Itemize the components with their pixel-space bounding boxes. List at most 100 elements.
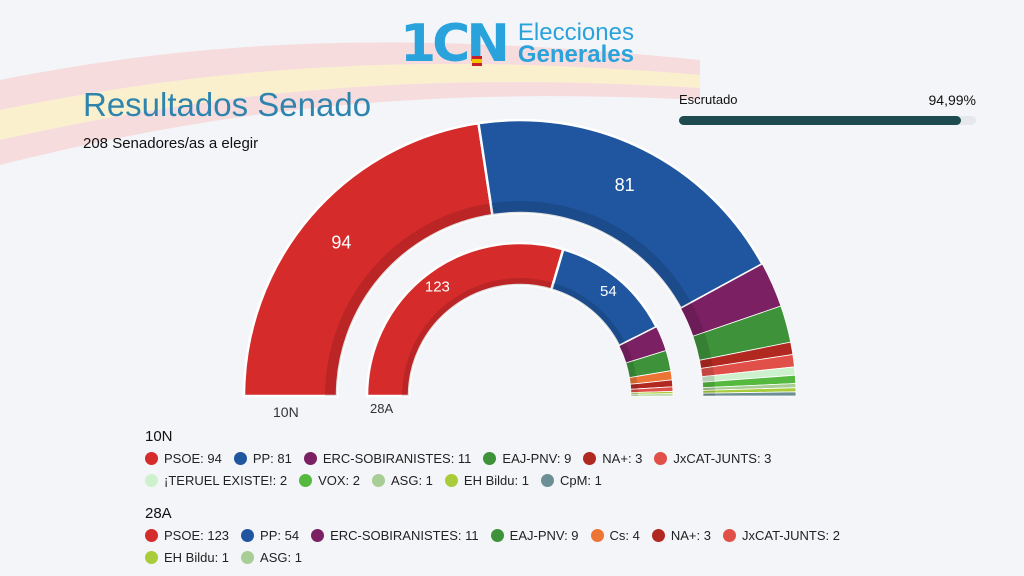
legend-label: EH Bildu: 1 <box>463 473 529 488</box>
seat-value-label: 54 <box>600 283 617 300</box>
seat-segment-28a-psoe[interactable] <box>365 241 565 398</box>
segment-shade <box>625 360 637 378</box>
legend-item-cs[interactable]: Cs: 4 <box>590 528 640 543</box>
seat-segment-10n-pp[interactable] <box>477 118 765 311</box>
segment-shade <box>702 393 715 396</box>
legend-item-vox[interactable]: VOX: 2 <box>299 473 360 488</box>
legend-label: ERC-SOBIRANISTES: 11 <box>330 528 479 543</box>
segment-shade <box>702 390 715 394</box>
logo-mark: 1CN <box>400 14 510 74</box>
legend-item-eaj-pnv[interactable]: EAJ-PNV: 9 <box>490 528 579 543</box>
legend-label: ¡TERUEL EXISTE!: 2 <box>164 473 288 488</box>
legend-item-jxcat-junts[interactable]: JxCAT-JUNTS: 3 <box>654 451 771 466</box>
scrutiny-progress: Escrutado 94,99% <box>679 92 976 125</box>
ring-label-28a: 28A <box>370 401 394 416</box>
legend-dot-icon <box>371 474 385 487</box>
legend-label: VOX: 2 <box>318 473 360 488</box>
legend-label: JxCAT-JUNTS: 3 <box>673 451 772 466</box>
legend-item-pp[interactable]: PP: 54 <box>241 528 299 543</box>
legend-item-erc-sobiranistes[interactable]: ERC-SOBIRANISTES: 11 <box>311 528 479 543</box>
legend-label: CpM: 1 <box>559 473 602 488</box>
legend-row: EH Bildu: 1 ASG: 1 <box>145 550 852 565</box>
progress-value: 94,99% <box>928 92 976 108</box>
seat-value-label: 94 <box>331 233 351 253</box>
legend-dot-icon <box>233 452 247 465</box>
segment-shade <box>701 375 715 383</box>
legend-dot-icon <box>651 529 665 542</box>
segment-shade <box>629 376 638 385</box>
legend-label: JxCAT-JUNTS: 2 <box>741 528 840 543</box>
legend-item-asg[interactable]: ASG: 1 <box>241 550 302 565</box>
progress-track <box>679 116 976 125</box>
segment-shade <box>630 394 638 396</box>
legend-label: PP: 54 <box>260 528 300 543</box>
legend-label: NA+: 3 <box>602 451 643 466</box>
legend-dot-icon <box>241 551 255 564</box>
legend-item-pp[interactable]: PP: 81 <box>233 451 292 466</box>
segment-shade <box>680 302 705 337</box>
segment-shade <box>619 342 633 363</box>
segment-shade <box>700 366 714 377</box>
legend-item-na[interactable]: NA+: 3 <box>651 528 711 543</box>
logo-line1: Elecciones <box>517 19 634 46</box>
ring-10n: 94 81 <box>242 118 797 398</box>
legend-item-asg[interactable]: ASG: 1 <box>371 473 433 488</box>
legend-label: PP: 81 <box>252 451 292 466</box>
logo-text: Elecciones Generales <box>517 19 634 68</box>
legend-label: EH Bildu: 1 <box>164 550 230 565</box>
segment-shade <box>551 282 626 346</box>
legend-title: 28A <box>145 505 172 522</box>
progress-label: Escrutado <box>679 92 738 107</box>
legend-dot-icon <box>490 529 504 542</box>
page-title: Resultados Senado <box>83 86 372 123</box>
seat-segment-10n-psoe[interactable] <box>242 121 494 398</box>
legend-title: 10N <box>145 428 173 445</box>
legend-dot-icon <box>145 452 158 465</box>
segment-shade <box>630 383 638 390</box>
legend-item-eh-bildu[interactable]: EH Bildu: 1 <box>145 550 229 565</box>
legend-item-psoe[interactable]: PSOE: 94 <box>145 451 222 466</box>
legend-dot-icon <box>303 452 317 465</box>
legend-item-eaj-pnv[interactable]: EAJ-PNV: 9 <box>483 451 571 466</box>
legend-dot-icon <box>145 551 158 564</box>
legend-item-na[interactable]: NA+: 3 <box>583 451 642 466</box>
legend-item-erc-sobiranistes[interactable]: ERC-SOBIRANISTES: 11 <box>303 451 472 466</box>
legend-item-psoe[interactable]: PSOE: 123 <box>145 528 229 543</box>
segment-shade <box>490 201 692 309</box>
legend-row: ¡TERUEL EXISTE!: 2 VOX: 2 ASG: 1 EH Bildu: … <box>145 473 783 488</box>
legend-item-eh-bildu[interactable]: EH Bildu: 1 <box>444 473 529 488</box>
legend-label: PSOE: 94 <box>164 451 222 466</box>
seat-segment-10n-cpm[interactable] <box>702 391 797 397</box>
spain-flag-icon <box>472 56 482 66</box>
legend-item-teruel-existe[interactable]: ¡TERUEL EXISTE!: 2 <box>145 473 287 488</box>
legend-dot-icon <box>722 529 736 542</box>
legend-dot-icon <box>654 452 668 465</box>
segment-shade <box>325 203 493 396</box>
seat-segment-28a-asg[interactable] <box>630 393 674 397</box>
legend-dot-icon <box>483 452 497 465</box>
ring-28a: 123 54 <box>365 241 674 398</box>
segment-shade <box>702 387 715 391</box>
logo-line2: Generales <box>517 41 634 68</box>
logo: 1CN Elecciones Generales <box>400 18 634 70</box>
legend-label: NA+: 3 <box>670 528 711 543</box>
legend-label: Cs: 4 <box>609 528 640 543</box>
legend-label: ASG: 1 <box>390 473 433 488</box>
legend-dot-icon <box>299 474 313 487</box>
legend-dot-icon <box>540 474 554 487</box>
legend-dot-icon <box>444 474 458 487</box>
legend-item-cpm[interactable]: CpM: 1 <box>540 473 602 488</box>
legend-28a: 28A PSOE: 123 PP: 54 ERC-SOBIRANISTES: 11 E… <box>145 505 852 572</box>
segment-shade <box>699 357 713 369</box>
legend-label: ASG: 1 <box>260 550 302 565</box>
legend-dot-icon <box>583 452 597 465</box>
segment-shade <box>702 381 715 388</box>
legend-dot-icon <box>241 529 255 542</box>
segment-shade <box>692 332 712 361</box>
legend-dot-icon <box>590 529 604 542</box>
segment-shade <box>630 388 638 393</box>
legend-item-jxcat-junts[interactable]: JxCAT-JUNTS: 2 <box>722 528 840 543</box>
progress-fill <box>679 116 962 125</box>
legend-label: ERC-SOBIRANISTES: 11 <box>322 451 472 466</box>
